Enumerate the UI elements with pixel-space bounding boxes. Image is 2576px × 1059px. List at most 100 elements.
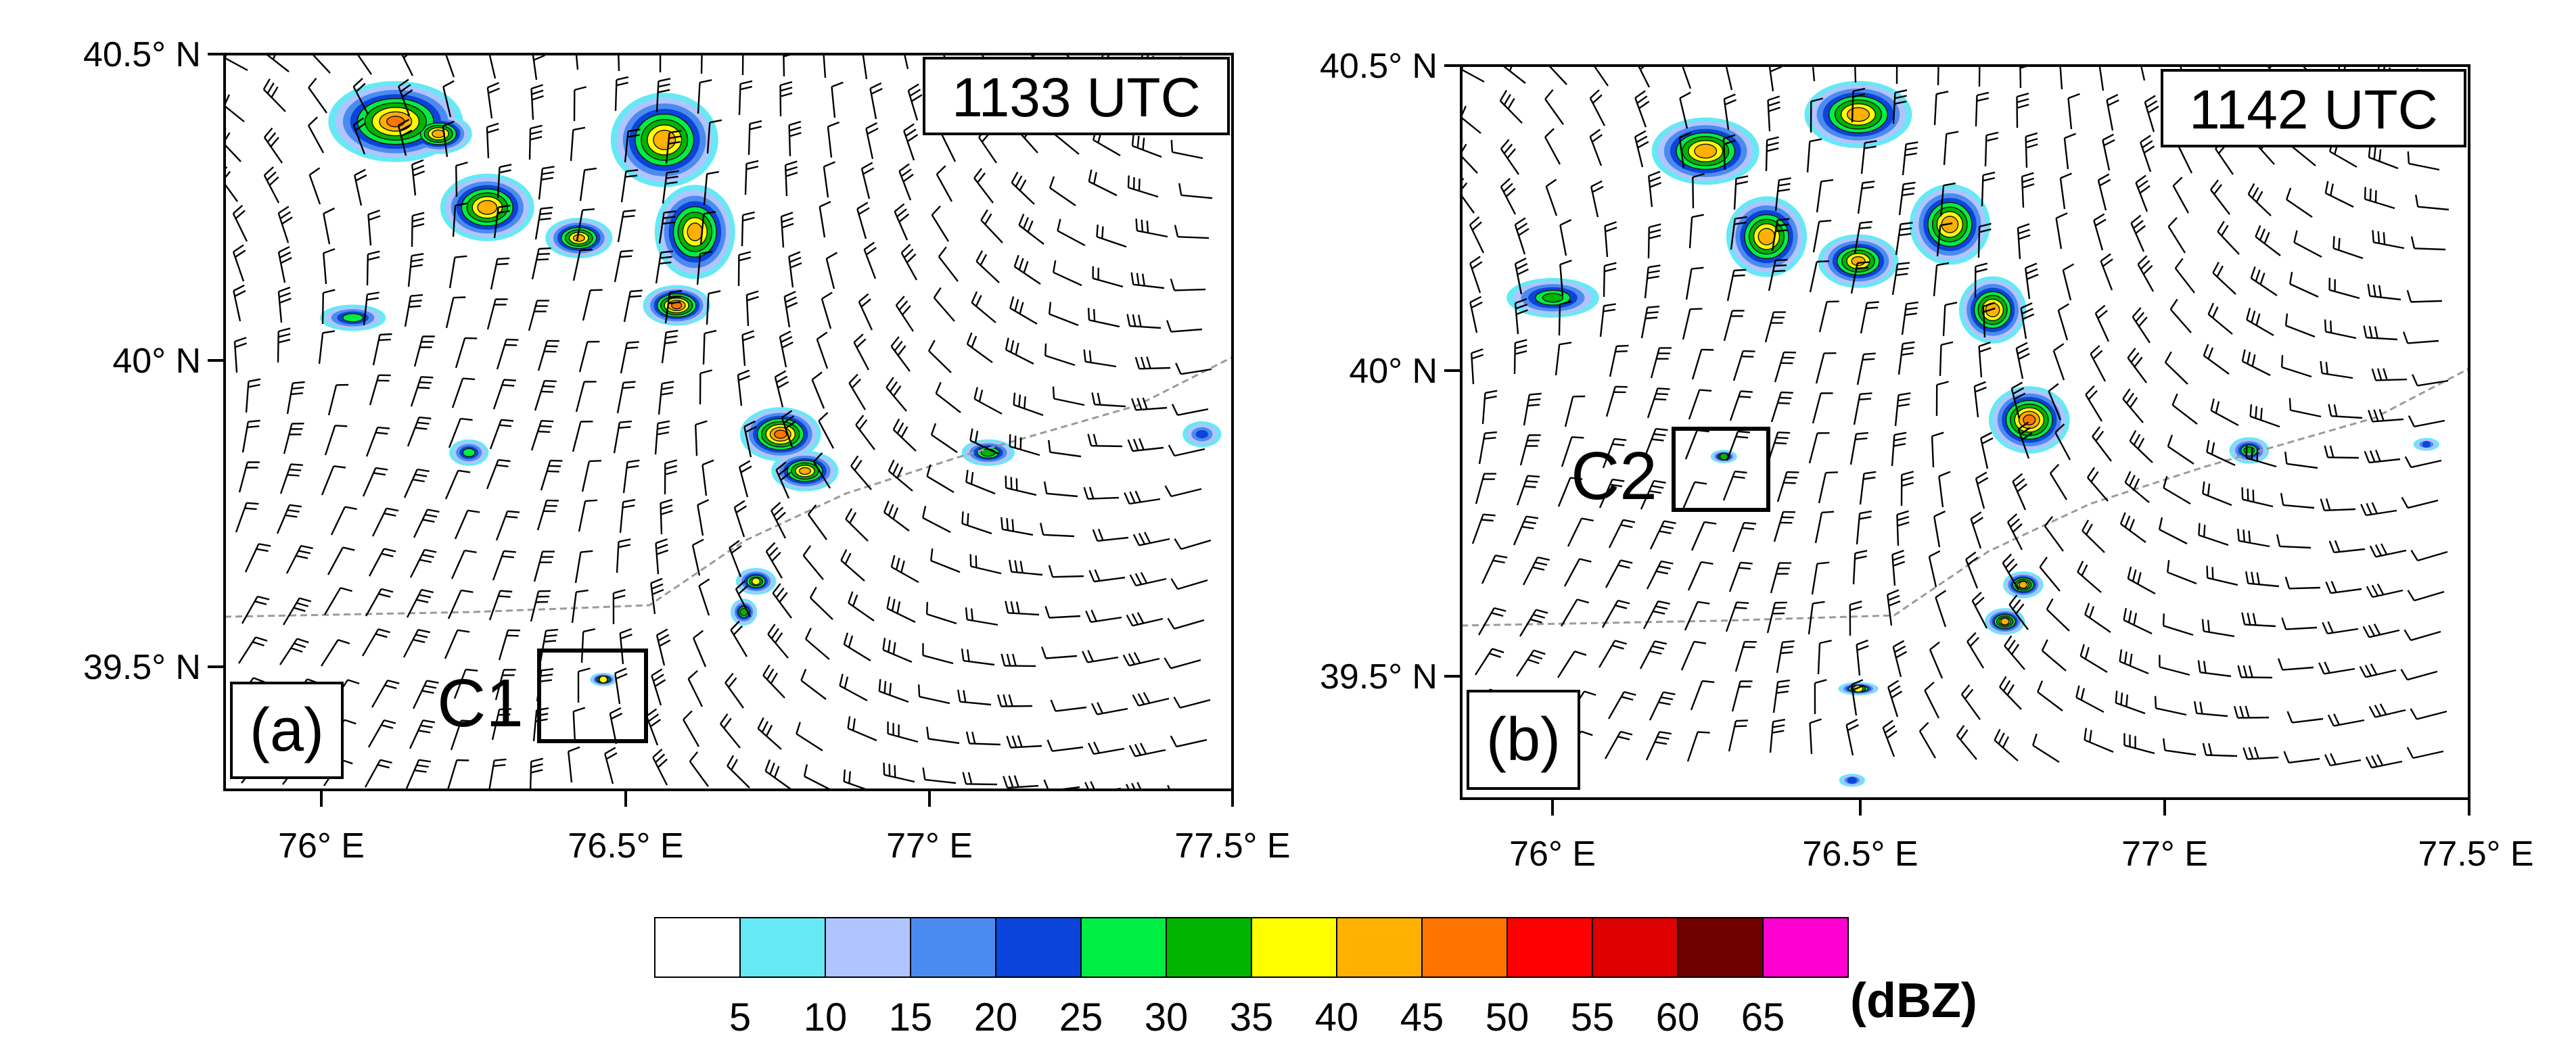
wind-barb bbox=[411, 159, 426, 196]
wind-barb bbox=[2206, 565, 2238, 586]
wind-barb bbox=[2201, 619, 2235, 638]
wind-barb bbox=[616, 538, 631, 573]
wind-barb bbox=[936, 165, 953, 202]
wind-barb bbox=[1127, 175, 1159, 198]
wind-barb bbox=[1519, 609, 1548, 637]
wind-barb bbox=[2097, 173, 2111, 211]
wind-barb bbox=[825, 252, 838, 289]
wind-barb bbox=[738, 80, 753, 116]
wind-barb bbox=[706, 290, 721, 325]
wind-barb bbox=[2255, 225, 2281, 256]
wind-barb bbox=[975, 250, 1000, 283]
wind-barb bbox=[1519, 434, 1541, 466]
reflectivity-contour-30-dbz bbox=[1719, 452, 1729, 461]
wind-barb bbox=[805, 628, 830, 660]
wind-barb bbox=[1523, 392, 1542, 426]
wind-barb bbox=[1175, 362, 1212, 375]
wind-barb bbox=[1092, 528, 1129, 542]
wind-barb bbox=[1688, 214, 1704, 249]
wind-barb bbox=[327, 546, 355, 575]
wind-barb bbox=[1515, 649, 1546, 677]
panel-b-lat-label: 39.5° N bbox=[1320, 657, 1438, 697]
wind-barb bbox=[2063, 133, 2077, 170]
panel-b-time-text: 1142 UTC bbox=[2189, 79, 2438, 141]
wind-barb bbox=[237, 636, 268, 664]
wind-barb bbox=[1563, 558, 1592, 587]
wind-barb bbox=[2362, 623, 2400, 638]
wind-barb bbox=[848, 373, 867, 410]
wind-barb bbox=[807, 504, 827, 540]
colorbar-unit-label: (dBZ) bbox=[1850, 974, 1977, 1028]
wind-barb bbox=[1601, 599, 1630, 628]
panel-b-border-line bbox=[1461, 367, 2469, 627]
reflectivity-contour-40-dbz bbox=[1846, 107, 1870, 122]
wind-barb bbox=[2408, 415, 2445, 427]
reflectivity-contour-20-dbz bbox=[1195, 430, 1208, 439]
wind-barb bbox=[623, 289, 643, 323]
wind-barb bbox=[413, 509, 440, 538]
wind-barb bbox=[898, 163, 914, 201]
wind-barb bbox=[966, 332, 993, 363]
wind-barb bbox=[1041, 646, 1078, 659]
wind-barb bbox=[1895, 66, 1898, 85]
panel-a-lon-label: 77.5° E bbox=[1174, 826, 1290, 866]
wind-barb bbox=[330, 506, 357, 536]
wind-barb bbox=[969, 428, 999, 455]
wind-barb bbox=[1978, 66, 1981, 87]
wind-barb bbox=[1933, 511, 1946, 548]
colorbar-swatch bbox=[1336, 917, 1423, 978]
wind-barb bbox=[1589, 89, 1606, 126]
wind-barb bbox=[2062, 263, 2075, 301]
wind-barb bbox=[1009, 434, 1040, 456]
wind-barb bbox=[1812, 392, 1833, 424]
wind-barb bbox=[2320, 360, 2353, 379]
wind-barb bbox=[1817, 640, 1832, 675]
wind-barb bbox=[363, 291, 380, 326]
wind-barb bbox=[320, 639, 350, 667]
wind-barb bbox=[2004, 635, 2025, 670]
wind-barb bbox=[774, 370, 789, 408]
wind-barb bbox=[1514, 298, 1528, 335]
reflectivity-contour-20-dbz bbox=[2422, 441, 2431, 448]
reflectivity-contour-40-dbz bbox=[653, 129, 676, 150]
wind-barb bbox=[2404, 629, 2441, 641]
wind-barb bbox=[892, 418, 917, 452]
wind-barb bbox=[283, 423, 304, 454]
wind-barb bbox=[1013, 254, 1041, 285]
wind-barb bbox=[957, 689, 992, 706]
wind-barb bbox=[444, 54, 455, 78]
wind-barb bbox=[1978, 342, 1992, 378]
wind-barb bbox=[614, 250, 633, 283]
wind-barb bbox=[534, 206, 553, 240]
wind-barb bbox=[1091, 392, 1126, 408]
wind-barb bbox=[2286, 711, 2324, 724]
wind-barb bbox=[926, 726, 960, 745]
wind-barb bbox=[2172, 176, 2190, 214]
wind-barb bbox=[1126, 314, 1162, 329]
wind-barb bbox=[2079, 644, 2108, 674]
wind-barb bbox=[493, 204, 511, 239]
wind-barb bbox=[1808, 601, 1825, 635]
wind-barb bbox=[2197, 660, 2232, 678]
panel-a-lon-label: 76° E bbox=[278, 826, 365, 866]
wind-barb bbox=[2328, 540, 2366, 554]
wind-barb bbox=[279, 638, 309, 665]
wind-barb bbox=[573, 86, 587, 122]
wind-barb bbox=[1967, 632, 1985, 669]
wind-barb bbox=[863, 241, 877, 279]
wind-barb bbox=[2246, 308, 2274, 337]
wind-barb bbox=[1650, 347, 1672, 379]
wind-barb bbox=[1088, 169, 1118, 197]
wind-barb bbox=[1471, 348, 1484, 385]
wind-barb bbox=[757, 717, 782, 750]
wind-barb bbox=[2085, 385, 2103, 422]
wind-barb bbox=[918, 684, 950, 705]
wind-barb bbox=[277, 327, 291, 363]
wind-barb bbox=[691, 538, 704, 576]
wind-barb bbox=[2094, 304, 2110, 342]
wind-barb bbox=[1567, 517, 1594, 547]
wind-barb bbox=[486, 82, 500, 119]
wind-barb bbox=[323, 587, 352, 615]
wind-barb bbox=[1776, 471, 1799, 502]
